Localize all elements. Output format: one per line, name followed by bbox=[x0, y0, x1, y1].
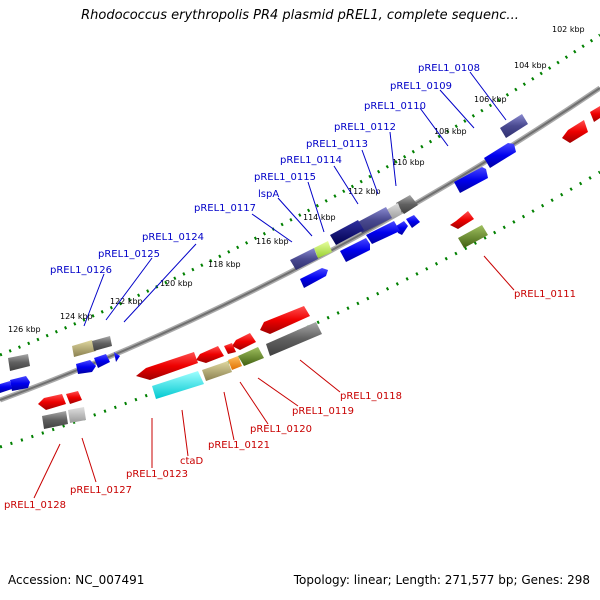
gene-arrow[interactable] bbox=[290, 248, 318, 270]
reverse-genes bbox=[38, 106, 600, 429]
ruler-label: 110 kbp bbox=[392, 158, 425, 167]
gene-label[interactable]: pREL1_0108 bbox=[418, 63, 480, 74]
ruler-label: 122 kbp bbox=[110, 297, 143, 306]
gene-arrow[interactable] bbox=[202, 361, 232, 381]
gene-arrow[interactable] bbox=[406, 215, 420, 228]
gene-label[interactable]: pREL1_0124 bbox=[142, 232, 204, 243]
gene-arrow[interactable] bbox=[454, 167, 488, 193]
ruler-label: 112 kbp bbox=[348, 187, 381, 196]
gene-arrow[interactable] bbox=[228, 356, 242, 370]
gene-arrow[interactable] bbox=[366, 221, 400, 244]
gene-arrow[interactable] bbox=[8, 354, 30, 371]
gene-label[interactable]: pREL1_0114 bbox=[280, 155, 342, 166]
gene-arrow[interactable] bbox=[396, 195, 418, 214]
gene-label[interactable]: pREL1_0113 bbox=[306, 139, 368, 150]
gene-arrow[interactable] bbox=[500, 114, 528, 138]
gene-label[interactable]: pREL1_0111 bbox=[514, 289, 576, 300]
gene-label[interactable]: pREL1_0126 bbox=[50, 265, 112, 276]
gene-arrow[interactable] bbox=[66, 391, 82, 404]
gene-arrow[interactable] bbox=[562, 120, 588, 143]
gene-label[interactable]: pREL1_0119 bbox=[292, 406, 354, 417]
gene-arrow[interactable] bbox=[94, 354, 110, 368]
ruler-label: 126 kbp bbox=[8, 325, 41, 334]
forward-genes bbox=[0, 114, 528, 393]
gene-arrow[interactable] bbox=[590, 106, 600, 122]
gene-arrow[interactable] bbox=[10, 376, 30, 391]
gene-arrow[interactable] bbox=[314, 241, 332, 258]
outer-ruler bbox=[0, 33, 600, 357]
ruler-label: 118 kbp bbox=[208, 260, 241, 269]
topology-summary: Topology: linear; Length: 271,577 bp; Ge… bbox=[293, 573, 590, 587]
gene-label[interactable]: pREL1_0127 bbox=[70, 485, 132, 496]
gene-arrow[interactable] bbox=[266, 322, 322, 356]
gene-label[interactable]: pREL1_0128 bbox=[4, 500, 66, 511]
gene-arrow[interactable] bbox=[68, 407, 86, 423]
gene-label[interactable]: pREL1_0118 bbox=[340, 391, 402, 402]
gene-arrow[interactable] bbox=[260, 306, 310, 334]
ruler-label: 102 kbp bbox=[552, 25, 585, 34]
gene-arrow[interactable] bbox=[136, 352, 198, 380]
gene-arrow[interactable] bbox=[330, 220, 364, 245]
gene-arrow[interactable] bbox=[0, 381, 12, 393]
gene-arrow[interactable] bbox=[76, 360, 96, 374]
ruler-label: 124 kbp bbox=[60, 312, 93, 321]
accession-text: Accession: NC_007491 bbox=[8, 573, 145, 587]
gene-arrow[interactable] bbox=[224, 343, 236, 354]
gene-arrow[interactable] bbox=[458, 225, 488, 248]
gene-arrow[interactable] bbox=[396, 221, 408, 235]
gene-arrow[interactable] bbox=[484, 143, 516, 168]
gene-arrow[interactable] bbox=[450, 211, 474, 229]
ruler-label: 104 kbp bbox=[514, 61, 547, 70]
forward-callouts bbox=[83, 71, 507, 327]
ruler-label: 120 kbp bbox=[160, 279, 193, 288]
gene-arrow[interactable] bbox=[356, 207, 392, 233]
map-title: Rhodococcus erythropolis PR4 plasmid pRE… bbox=[81, 8, 519, 23]
gene-arrow[interactable] bbox=[38, 394, 66, 410]
gene-arrow[interactable] bbox=[72, 340, 96, 357]
ruler-label: 116 kbp bbox=[256, 237, 289, 246]
reverse-callouts bbox=[33, 255, 515, 499]
gene-arrow[interactable] bbox=[42, 411, 68, 429]
gene-label[interactable]: pREL1_0109 bbox=[390, 81, 452, 92]
ruler-label: 108 kbp bbox=[434, 127, 467, 136]
gene-arrow[interactable] bbox=[114, 352, 120, 362]
gene-label[interactable]: pREL1_0120 bbox=[250, 424, 312, 435]
gene-label[interactable]: pREL1_0125 bbox=[98, 249, 160, 260]
gene-label[interactable]: pREL1_0117 bbox=[194, 203, 256, 214]
gene-arrow[interactable] bbox=[92, 336, 112, 351]
gene-label[interactable]: pREL1_0112 bbox=[334, 122, 396, 133]
gene-label[interactable]: pREL1_0110 bbox=[364, 101, 426, 112]
gene-arrow[interactable] bbox=[152, 371, 204, 399]
gene-arrow[interactable] bbox=[340, 238, 370, 262]
gene-label[interactable]: ctaD bbox=[180, 456, 204, 467]
gene-label[interactable]: lspA bbox=[258, 189, 279, 200]
gene-arrow[interactable] bbox=[300, 268, 328, 288]
gene-arrow[interactable] bbox=[232, 333, 256, 350]
gene-arrow[interactable] bbox=[238, 347, 264, 366]
gene-label[interactable]: pREL1_0123 bbox=[126, 469, 188, 480]
gene-arrow[interactable] bbox=[196, 346, 224, 363]
gene-label[interactable]: pREL1_0121 bbox=[208, 440, 270, 451]
gene-label[interactable]: pREL1_0115 bbox=[254, 172, 316, 183]
